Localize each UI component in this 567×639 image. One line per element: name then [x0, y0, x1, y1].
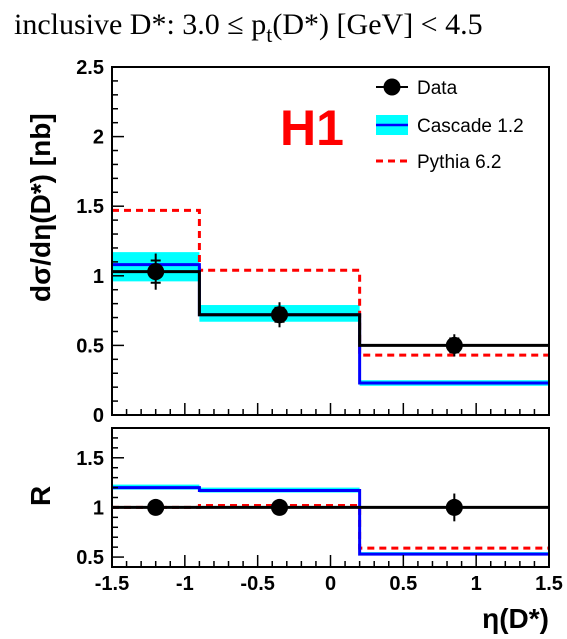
title-prefix: inclusive D*: 3.0 ≤ p [14, 8, 266, 41]
ratio-x-tick-label: -1 [176, 573, 194, 595]
main-data-point-3 [445, 334, 463, 357]
ratio-frame [111, 427, 550, 568]
ratio-panel: 0.5 1 1.5 -1.5 -1 -0.5 0 0.5 1 1.5 R [25, 427, 563, 595]
histogram-lines [112, 208, 549, 385]
main-y-tick-label: 1 [93, 266, 104, 288]
main-panel: 0 0.5 1 1.5 2 2.5 dσ/dη(D*) [nb] [25, 57, 550, 427]
main-data-marker-1 [147, 263, 165, 281]
ratio-pythia-histogram [112, 503, 549, 550]
title-subscript: t [266, 22, 272, 47]
ratio-x-tick-label: 0.5 [389, 573, 417, 595]
ratio-y-tick-label: 1 [93, 497, 104, 519]
ratio-x-tick-label: -0.5 [240, 573, 274, 595]
ratio-data-points [147, 493, 463, 522]
main-data-marker-2 [271, 306, 289, 324]
legend-pythia-label: Pythia 6.2 [417, 152, 502, 173]
main-y-tick-label: 0 [93, 405, 104, 427]
ratio-histogram-lines [112, 486, 549, 556]
ratio-x-tick-label: 0 [325, 573, 336, 595]
main-data-point-1 [147, 253, 165, 290]
main-y-axis-label: dσ/dη(D*) [nb] [25, 113, 56, 302]
main-y-tick-label: 2.5 [76, 57, 104, 79]
legend-cascade-label: Cascade 1.2 [417, 116, 524, 137]
ratio-x-tick-label: 1 [471, 573, 482, 595]
ratio-data-marker-1 [147, 498, 165, 516]
main-data-point-2 [271, 302, 289, 328]
ratio-y-axis-label: R [25, 486, 56, 506]
ratio-axes: 0.5 1 1.5 -1.5 -1 -0.5 0 0.5 1 1.5 [76, 427, 563, 595]
legend: Data Cascade 1.2 Pythia 6.2 [376, 78, 524, 173]
ratio-cascade-histogram [112, 486, 549, 556]
ratio-x-tick-label: -1.5 [95, 573, 129, 595]
legend-entry-data: Data [376, 78, 458, 99]
main-cascade-histogram [112, 263, 549, 385]
legend-entry-pythia: Pythia 6.2 [376, 152, 502, 173]
ratio-cascade-band [112, 484, 549, 556]
h1-logo: H1 [280, 100, 344, 156]
legend-data-label: Data [417, 78, 458, 99]
ratio-data-point-3 [445, 493, 463, 522]
figure-title: inclusive D*: 3.0 ≤ pt(D*) [GeV] < 4.5 [14, 8, 483, 47]
main-y-tick-label: 1.5 [76, 196, 104, 218]
data-points [147, 253, 463, 357]
ratio-y-tick-label: 0.5 [76, 547, 104, 569]
ratio-data-marker-3 [445, 498, 463, 516]
legend-entry-cascade: Cascade 1.2 [376, 115, 524, 137]
legend-data-marker [383, 78, 401, 96]
main-y-tick-label: 0.5 [76, 335, 104, 357]
main-y-tick-label: 2 [93, 127, 104, 149]
main-data-marker-3 [445, 336, 463, 354]
x-axis-label: η(D*) [482, 603, 549, 634]
ratio-data-point-1 [147, 498, 165, 516]
ratio-data-marker-2 [271, 498, 289, 516]
ratio-x-tick-label: 1.5 [535, 573, 563, 595]
ratio-y-tick-label: 1.5 [76, 448, 104, 470]
main-axes: 0 0.5 1 1.5 2 2.5 [76, 57, 550, 427]
main-pythia-histogram [112, 208, 549, 357]
ratio-data-point-2 [271, 498, 289, 516]
title-suffix: (D*) [GeV] < 4.5 [272, 8, 482, 41]
